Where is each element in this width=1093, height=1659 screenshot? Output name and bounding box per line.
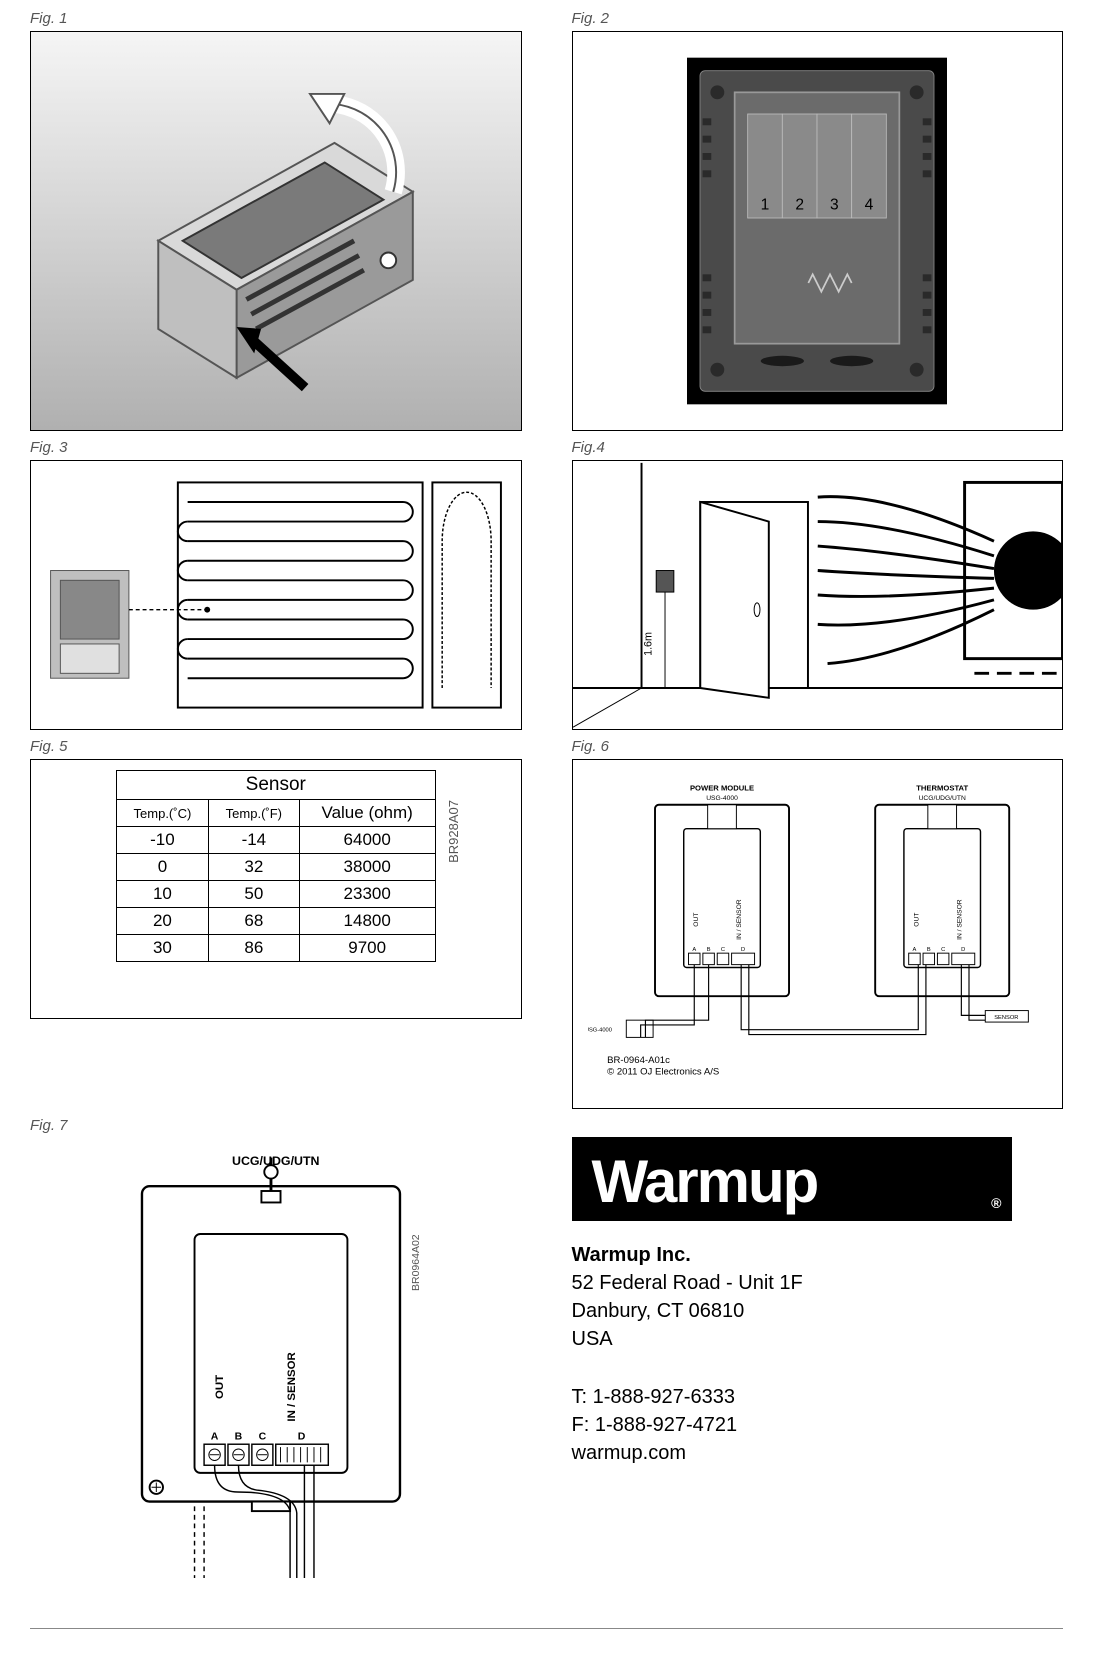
svg-text:IN / SENSOR: IN / SENSOR — [956, 899, 963, 940]
svg-text:A: A — [211, 1430, 219, 1442]
fig5-label: Fig. 5 — [30, 738, 522, 755]
addr-line3: USA — [572, 1325, 1064, 1353]
fig4-drawing: 1.6m — [573, 461, 1063, 729]
fig6-label: Fig. 6 — [572, 738, 1064, 755]
svg-text:B: B — [706, 947, 710, 953]
col-tempc: Temp.(˚C) — [116, 800, 208, 827]
svg-text:D: D — [961, 947, 965, 953]
fig6-drawing: POWER MODULE USG-4000 A B C D OUT IN / S… — [588, 775, 1048, 1093]
fig3-box — [30, 460, 522, 730]
svg-text:A: A — [912, 947, 916, 953]
sensor-title: Sensor — [116, 771, 435, 800]
fig1-label: Fig. 1 — [30, 10, 522, 27]
web: warmup.com — [572, 1439, 1064, 1467]
svg-text:IN / SENSOR: IN / SENSOR — [736, 899, 743, 940]
table-row: -10-1464000 — [116, 827, 435, 854]
warmup-logo: Warmup ® — [572, 1137, 1012, 1221]
svg-text:POWER MODULE: POWER MODULE — [689, 783, 753, 792]
fig3-drawing — [31, 461, 521, 729]
contact-address: Warmup Inc. 52 Federal Road - Unit 1F Da… — [572, 1241, 1064, 1353]
fig1-drawing — [31, 32, 521, 430]
footer-rule — [30, 1628, 1063, 1629]
svg-text:SENSOR: SENSOR — [994, 1015, 1018, 1021]
logo-block: Warmup ® Warmup Inc. 52 Federal Road - Un… — [572, 1137, 1064, 1467]
svg-text:IN / SENSOR: IN / SENSOR — [286, 1351, 298, 1421]
col-value: Value (ohm) — [299, 800, 435, 827]
svg-text:USG-4000: USG-4000 — [588, 1028, 612, 1034]
sensor-table: Sensor Temp.(˚C) Temp.(˚F) Value (ohm) -… — [116, 770, 436, 962]
table-row: 206814800 — [116, 908, 435, 935]
svg-text:1.6m: 1.6m — [642, 632, 654, 656]
svg-text:USG-4000: USG-4000 — [706, 795, 738, 802]
fig7-label: Fig. 7 — [30, 1117, 522, 1134]
svg-text:A: A — [692, 947, 696, 953]
table-row: 03238000 — [116, 854, 435, 881]
fax: F: 1-888-927-4721 — [572, 1411, 1064, 1439]
col-tempf: Temp.(˚F) — [209, 800, 299, 827]
fig7-drawing: UCG/UDG/UTN BR0964A02 A B C D — [40, 1148, 512, 1578]
table-row: 105023300 — [116, 881, 435, 908]
fig2-drawing: 1 2 3 4 — [687, 51, 947, 411]
fig4-box: 1.6m — [572, 460, 1064, 730]
svg-text:THERMOSTAT: THERMOSTAT — [916, 783, 968, 792]
svg-text:© 2011 OJ Electronics A/S: © 2011 OJ Electronics A/S — [607, 1067, 719, 1078]
svg-text:C: C — [720, 947, 724, 953]
svg-text:D: D — [298, 1430, 306, 1442]
svg-text:BR0964A02: BR0964A02 — [410, 1234, 422, 1291]
svg-text:2: 2 — [796, 196, 805, 213]
contact-phones: T: 1-888-927-6333 F: 1-888-927-4721 warm… — [572, 1383, 1064, 1467]
tel: T: 1-888-927-6333 — [572, 1383, 1064, 1411]
svg-text:B: B — [926, 947, 930, 953]
fig2-label: Fig. 2 — [572, 10, 1064, 27]
svg-text:BR-0964-A01c: BR-0964-A01c — [607, 1055, 670, 1066]
svg-text:C: C — [941, 947, 945, 953]
logo-text: Warmup — [592, 1148, 818, 1215]
svg-text:3: 3 — [830, 196, 839, 213]
svg-text:UCG/UDG/UTN: UCG/UDG/UTN — [918, 795, 965, 802]
svg-text:1: 1 — [761, 196, 770, 213]
svg-text:C: C — [259, 1430, 267, 1442]
fig2-box: 1 2 3 4 — [572, 31, 1064, 431]
company-name: Warmup Inc. — [572, 1241, 1064, 1269]
fig6-box: POWER MODULE USG-4000 A B C D OUT IN / S… — [572, 759, 1064, 1109]
fig4-label: Fig.4 — [572, 439, 1064, 456]
svg-text:D: D — [741, 947, 745, 953]
addr-line1: 52 Federal Road - Unit 1F — [572, 1269, 1064, 1297]
svg-text:OUT: OUT — [693, 913, 700, 927]
logo-reg: ® — [991, 1195, 1001, 1211]
svg-text:OUT: OUT — [913, 913, 920, 927]
svg-text:OUT: OUT — [214, 1375, 226, 1399]
fig3-label: Fig. 3 — [30, 439, 522, 456]
table-row: 30869700 — [116, 935, 435, 962]
fig1-box — [30, 31, 522, 431]
fig5-box: BR928A07 Sensor Temp.(˚C) Temp.(˚F) Valu… — [30, 759, 522, 1019]
addr-line2: Danbury, CT 06810 — [572, 1297, 1064, 1325]
fig7-box: UCG/UDG/UTN BR0964A02 A B C D — [30, 1138, 522, 1588]
svg-text:B: B — [235, 1430, 243, 1442]
fig5-sidecode: BR928A07 — [446, 800, 461, 863]
svg-text:4: 4 — [865, 196, 874, 213]
